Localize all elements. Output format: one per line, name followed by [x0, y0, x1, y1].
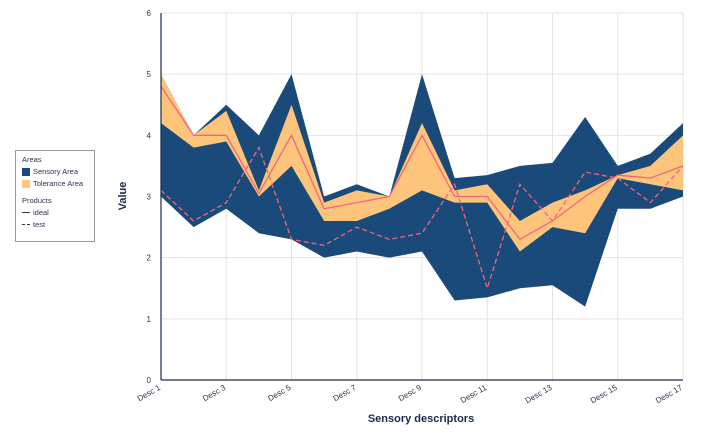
x-tick-label: Desc 1 [136, 383, 163, 404]
legend-item-sensory-area: Sensory Area [22, 166, 88, 178]
y-axis-title: Value [117, 182, 129, 211]
legend-key-ideal [22, 212, 30, 213]
legend-label-tolerance: Tolerance Area [33, 178, 84, 188]
y-tick-label: 6 [147, 9, 152, 18]
tolerance-area-polygon [161, 74, 683, 252]
legend-item-test: test [22, 219, 88, 231]
x-tick-label: Desc 11 [459, 383, 489, 405]
legend-item-tolerance-area: Tolerance Area [22, 178, 88, 190]
product-lines [160, 86, 684, 291]
legend: Areas Sensory Area Tolerance Area Produc… [15, 150, 95, 242]
y-tick-label: 4 [147, 131, 152, 140]
legend-label-ideal: ideal [33, 207, 49, 217]
y-tick-label: 2 [147, 254, 152, 263]
x-tick-label: Desc 3 [201, 383, 228, 404]
legend-label-test: test [33, 219, 46, 229]
x-tick-label: Desc 7 [332, 383, 359, 404]
x-tick-labels: Desc 1 Desc 3 Desc 5 Desc 7 Desc 9 Desc 11 Des… [136, 383, 685, 406]
x-axis-title: Sensory descriptors [368, 413, 474, 425]
x-tick-label: Desc 15 [589, 383, 619, 406]
legend-item-ideal: ideal [22, 207, 88, 219]
y-tick-labels: 0 1 2 3 4 5 6 [147, 9, 152, 385]
y-tick-label: 1 [147, 315, 152, 324]
series-line-ideal [160, 86, 684, 241]
legend-label-sensory: Sensory Area [33, 166, 79, 176]
x-tick-label: Desc 9 [397, 383, 424, 404]
legend-key-test [22, 224, 30, 225]
series-line-test [160, 146, 684, 291]
legend-areas-heading: Areas [22, 155, 42, 164]
legend-products-heading: Products [22, 195, 52, 205]
legend-swatch-tolerance [22, 179, 30, 188]
legend-swatch-sensory [22, 167, 30, 176]
y-tick-label: 3 [147, 193, 152, 202]
axes [160, 13, 683, 381]
y-tick-label: 0 [147, 376, 152, 385]
area-layers [161, 74, 683, 307]
x-tick-label: Desc 17 [654, 383, 684, 406]
x-tick-label: Desc 13 [524, 383, 554, 406]
x-tick-label: Desc 5 [266, 383, 293, 404]
y-tick-label: 5 [147, 70, 152, 79]
